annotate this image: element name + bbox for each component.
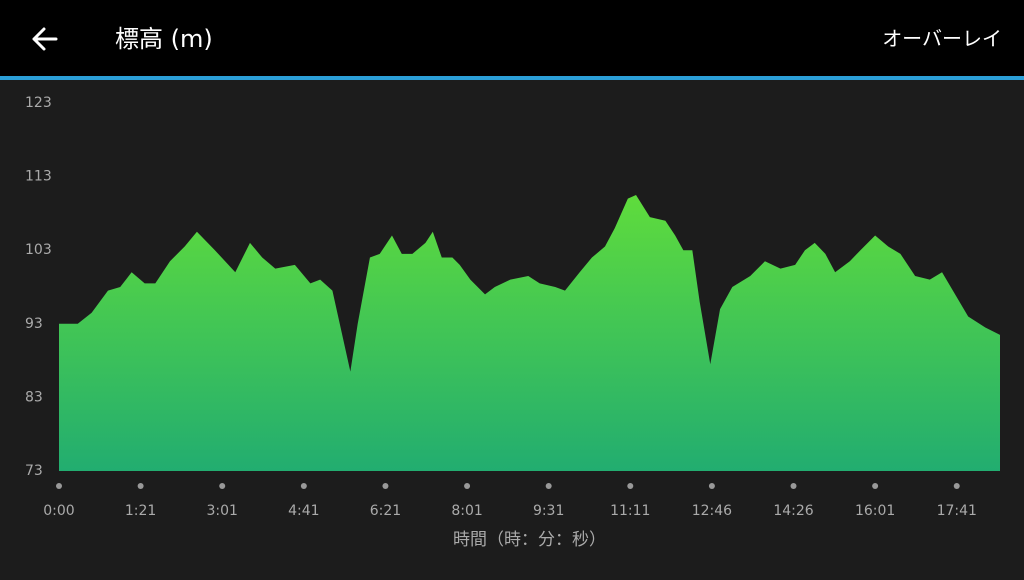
y-tick-label: 103 [25, 242, 52, 258]
x-tick-label: 3:01 [206, 503, 237, 519]
y-tick-label: 93 [25, 316, 43, 332]
elevation-area [59, 195, 1000, 471]
x-tick-dot [219, 483, 226, 489]
header-bar [0, 0, 1024, 76]
back-button[interactable] [32, 27, 58, 51]
x-tick-label: 9:31 [533, 503, 564, 519]
x-tick-label: 11:11 [610, 503, 650, 519]
y-tick-label: 113 [25, 169, 52, 185]
x-tick-label: 6:21 [370, 503, 401, 519]
x-tick-label: 0:00 [43, 503, 74, 519]
x-tick-dot [790, 483, 797, 489]
x-tick-dot [545, 483, 552, 489]
y-tick-label: 83 [25, 389, 43, 405]
overlay-button[interactable]: オーバーレイ [882, 27, 1002, 51]
x-tick-dot [56, 483, 62, 489]
x-tick-dot [464, 483, 471, 489]
x-tick-label: 17:41 [937, 503, 977, 519]
x-tick-dot [953, 483, 960, 489]
x-tick-dot [137, 483, 144, 489]
x-tick-label: 14:26 [773, 503, 813, 519]
x-tick-label: 12:46 [692, 503, 732, 519]
x-tick-label: 4:41 [288, 503, 319, 519]
y-tick-label: 73 [25, 463, 43, 479]
x-tick-dot [708, 483, 715, 489]
x-tick-dot [382, 483, 389, 489]
x-tick-dot [300, 483, 307, 489]
header-accent [0, 76, 1024, 80]
x-tick-dot [872, 483, 879, 489]
x-tick-label: 1:21 [125, 503, 156, 519]
x-axis-label: 時間（時：分：秒） [453, 530, 606, 550]
x-tick-label: 8:01 [451, 503, 482, 519]
x-tick-dot [627, 483, 634, 489]
y-tick-label: 123 [25, 95, 52, 111]
screen-title: 標高 (m) [115, 25, 213, 53]
x-tick-label: 16:01 [855, 503, 895, 519]
